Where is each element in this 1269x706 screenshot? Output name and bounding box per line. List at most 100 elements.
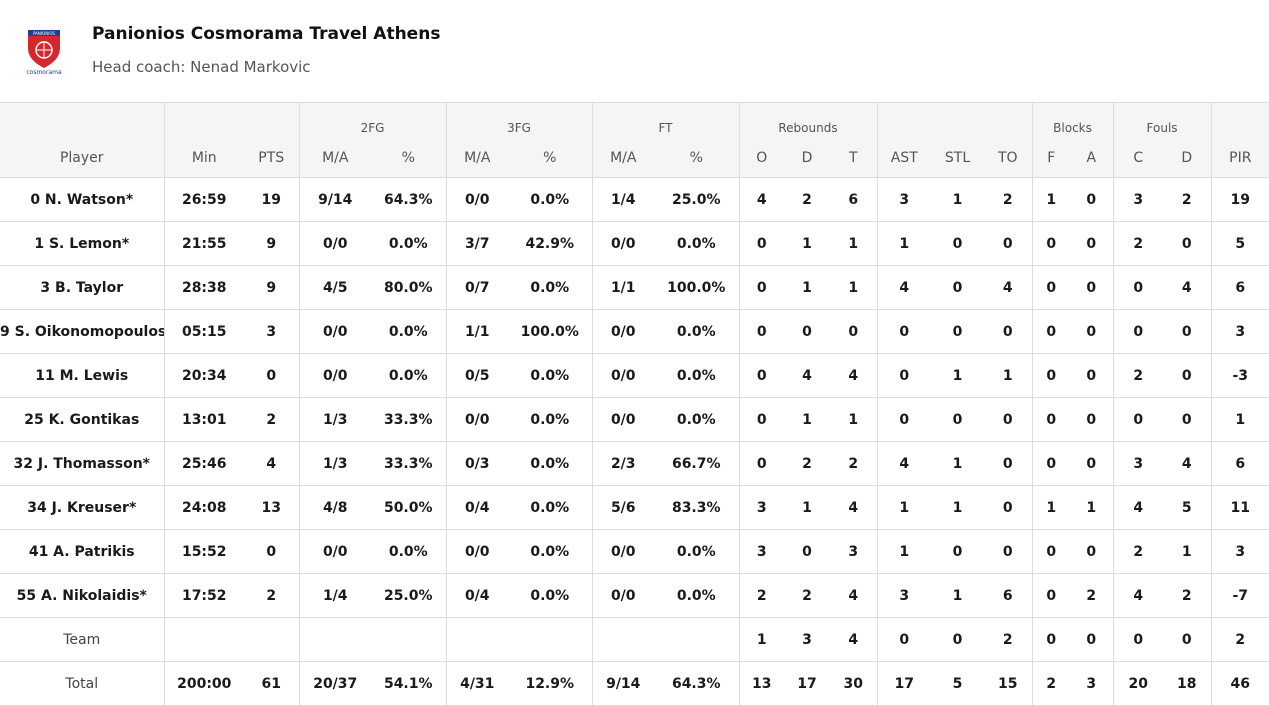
cell-ft-pct: [654, 617, 739, 662]
cell-ft-ma: 2/3: [591, 441, 654, 486]
cell-reb-t: 4: [830, 353, 877, 398]
cell-pts: 0: [244, 529, 299, 574]
cell-player[interactable]: 3 B. Taylor: [0, 265, 164, 310]
cell-stl: 0: [931, 617, 984, 662]
cell-player[interactable]: 0 N. Watson*: [0, 177, 164, 222]
cell-fg2-ma: 0/0: [298, 353, 371, 398]
cell-pir: 5: [1210, 221, 1269, 266]
cell-min: 17:52: [163, 573, 244, 618]
cell-reb-d: 0: [784, 309, 830, 354]
cell-player[interactable]: 9 S. Oikonomopoulos: [0, 309, 164, 354]
cell-reb-o: 1: [738, 617, 784, 662]
col-blk-f[interactable]: F: [1031, 138, 1071, 178]
cell-reb-t: 1: [830, 397, 877, 442]
cell-reb-t: 3: [830, 529, 877, 574]
table-row: 32 J. Thomasson* 25:46 4 1/3 33.3% 0/3 0.0% 2/3…: [0, 441, 1269, 486]
cell-reb-t: 4: [830, 573, 877, 618]
table-row: 41 A. Patrikis 15:52 0 0/0 0.0% 0/0 0.0% 0/0 0.0…: [0, 529, 1269, 574]
cell-ft-pct: 83.3%: [654, 485, 739, 530]
team-row: Team 1 3 4 0 0 2 0 0 0 0 2: [0, 617, 1269, 662]
cell-fg3-ma: 0/0: [445, 529, 508, 574]
col-3fg-pct[interactable]: %: [508, 138, 592, 178]
cell-blk-f: 1: [1031, 485, 1071, 530]
cell-pts: [244, 617, 299, 662]
cell-blk-a: 3: [1070, 661, 1114, 706]
cell-foul-d: 4: [1163, 441, 1212, 486]
cell-fg3-ma: 0/3: [445, 441, 508, 486]
col-3fg-ma[interactable]: M/A: [445, 138, 508, 178]
table-row: 0 N. Watson* 26:59 19 9/14 64.3% 0/0 0.0% 1/4 25…: [0, 177, 1269, 222]
total-row: Total 200:00 61 20/37 54.1% 4/31 12.9% 9/14 64.3…: [0, 661, 1269, 706]
table-row: 25 K. Gontikas 13:01 2 1/3 33.3% 0/0 0.0% 0/0 0.…: [0, 397, 1269, 442]
cell-fg2-ma: 9/14: [298, 177, 371, 222]
col-player[interactable]: Player: [0, 138, 164, 178]
col-ast[interactable]: AST: [876, 138, 931, 178]
cell-ast: 1: [876, 221, 931, 266]
cell-foul-c: 4: [1112, 573, 1164, 618]
col-foul-d[interactable]: D: [1163, 138, 1212, 178]
cell-player[interactable]: 34 J. Kreuser*: [0, 485, 164, 530]
group-3fg: 3FG: [445, 102, 592, 138]
cell-blk-a: 0: [1070, 221, 1114, 266]
col-reb-t[interactable]: T: [830, 138, 877, 178]
cell-ft-ma: 5/6: [591, 485, 654, 530]
cell-ft-ma: [591, 617, 654, 662]
cell-blk-f: 0: [1031, 265, 1071, 310]
cell-stl: 1: [931, 177, 984, 222]
table-row: 9 S. Oikonomopoulos 05:15 3 0/0 0.0% 1/1 100.0…: [0, 309, 1269, 354]
col-2fg-pct[interactable]: %: [371, 138, 446, 178]
cell-fg2-ma: 0/0: [298, 309, 371, 354]
cell-pts: 2: [244, 573, 299, 618]
cell-pts: 9: [244, 265, 299, 310]
col-blk-a[interactable]: A: [1070, 138, 1114, 178]
cell-player[interactable]: 41 A. Patrikis: [0, 529, 164, 574]
cell-blk-f: 0: [1031, 617, 1071, 662]
cell-stl: 1: [931, 441, 984, 486]
cell-to: 2: [984, 617, 1033, 662]
cell-player[interactable]: 25 K. Gontikas: [0, 397, 164, 442]
group-empty: [163, 102, 299, 138]
cell-foul-d: 0: [1163, 309, 1212, 354]
cell-foul-d: 4: [1163, 265, 1212, 310]
cell-min: [163, 617, 244, 662]
cell-foul-c: 3: [1112, 177, 1164, 222]
cell-fg3-ma: 4/31: [445, 661, 508, 706]
cell-blk-a: 2: [1070, 573, 1114, 618]
cell-player[interactable]: 11 M. Lewis: [0, 353, 164, 398]
cell-pir: -3: [1210, 353, 1269, 398]
sponsor-text: cosmorama: [26, 69, 62, 76]
cell-pir: 46: [1210, 661, 1269, 706]
cell-ft-pct: 0.0%: [654, 309, 739, 354]
cell-blk-a: 0: [1070, 441, 1114, 486]
col-reb-d[interactable]: D: [784, 138, 830, 178]
cell-stl: 1: [931, 353, 984, 398]
table-row: 1 S. Lemon* 21:55 9 0/0 0.0% 3/7 42.9% 0/0 0.0% 0…: [0, 221, 1269, 266]
cell-blk-a: 0: [1070, 177, 1114, 222]
cell-fg3-pct: 0.0%: [508, 573, 592, 618]
col-to[interactable]: TO: [984, 138, 1033, 178]
col-2fg-ma[interactable]: M/A: [298, 138, 371, 178]
cell-player[interactable]: 55 A. Nikolaidis*: [0, 573, 164, 618]
col-pir[interactable]: PIR: [1210, 138, 1269, 178]
cell-reb-t: 1: [830, 221, 877, 266]
col-foul-c[interactable]: C: [1112, 138, 1164, 178]
cell-player[interactable]: 1 S. Lemon*: [0, 221, 164, 266]
cell-blk-a: 1: [1070, 485, 1114, 530]
cell-reb-o: 3: [738, 485, 784, 530]
col-stl[interactable]: STL: [931, 138, 984, 178]
col-reb-o[interactable]: O: [738, 138, 784, 178]
cell-ft-pct: 0.0%: [654, 221, 739, 266]
col-ft-pct[interactable]: %: [654, 138, 739, 178]
cell-fg3-pct: 0.0%: [508, 529, 592, 574]
col-ft-ma[interactable]: M/A: [591, 138, 654, 178]
cell-foul-c: 0: [1112, 309, 1164, 354]
col-min[interactable]: Min: [163, 138, 244, 178]
cell-reb-d: 3: [784, 617, 830, 662]
cell-min: 13:01: [163, 397, 244, 442]
col-pts[interactable]: PTS: [244, 138, 299, 178]
cell-fg3-pct: 12.9%: [508, 661, 592, 706]
cell-pir: 6: [1210, 441, 1269, 486]
cell-foul-d: 2: [1163, 573, 1212, 618]
column-header-row: Player Min PTS M/A % M/A % M/A % O D T A…: [0, 138, 1269, 178]
cell-player[interactable]: 32 J. Thomasson*: [0, 441, 164, 486]
